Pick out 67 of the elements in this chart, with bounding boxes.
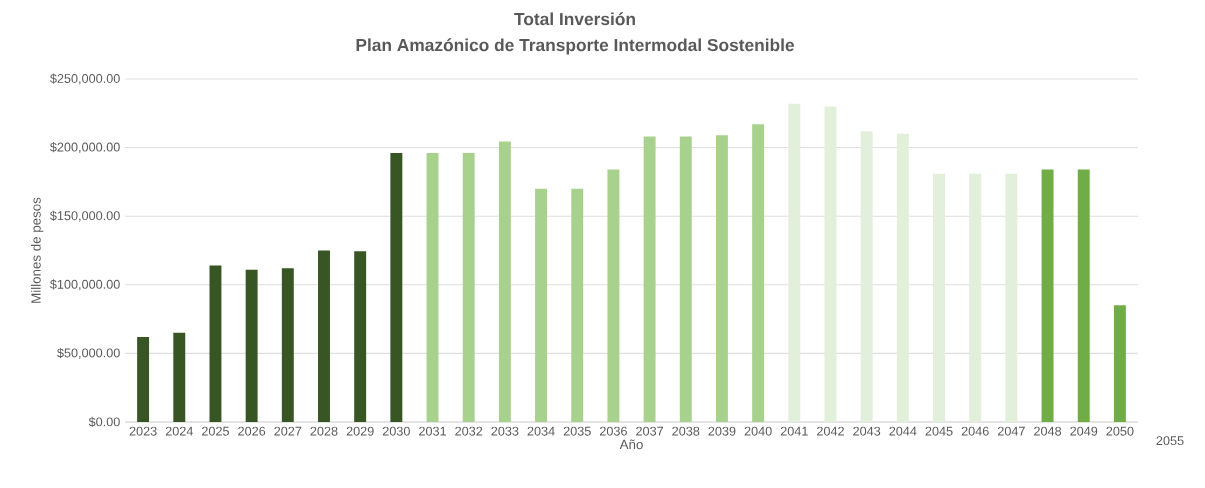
bar — [426, 153, 439, 422]
bar — [933, 173, 945, 422]
bar — [354, 251, 367, 422]
x-tick-label: 2032 — [455, 426, 483, 436]
bar — [390, 153, 403, 422]
x-tick-label: 2026 — [238, 426, 266, 436]
bar — [896, 133, 909, 422]
y-tick-label: $150,000.00 — [50, 210, 120, 222]
bar — [281, 268, 294, 422]
bar — [498, 141, 511, 422]
x-tick-label: 2029 — [346, 426, 374, 436]
x-tick-label: 2045 — [925, 426, 953, 436]
x-tick-label: 2025 — [202, 426, 230, 436]
y-tick-label: $100,000.00 — [50, 279, 120, 291]
x-tick-label: 2044 — [889, 426, 917, 436]
bar — [643, 136, 656, 422]
x-tick-label: 2023 — [129, 426, 157, 436]
x-tick-label: 2050 — [1106, 426, 1134, 436]
y-tick-label: $50,000.00 — [57, 347, 120, 359]
x-tick-label: 2041 — [780, 426, 808, 436]
y-tick-label: $0.00 — [88, 416, 120, 428]
x-tick-label: 2035 — [563, 426, 591, 436]
bar — [535, 188, 548, 422]
x-tick-label: 2048 — [1034, 426, 1062, 436]
x-tick-label: 2030 — [382, 426, 410, 436]
bar — [1077, 169, 1090, 422]
bar — [715, 135, 728, 422]
bar — [788, 103, 801, 422]
x-tick-label: 2042 — [817, 426, 844, 436]
bar — [607, 169, 620, 422]
bar — [173, 332, 186, 422]
bar — [462, 153, 475, 422]
x-tick-label: 2039 — [708, 426, 736, 436]
x-tick-label: 2046 — [961, 426, 989, 436]
bar — [209, 265, 222, 422]
bar — [824, 106, 837, 422]
x-tick-label: 2036 — [599, 426, 627, 436]
bar — [245, 269, 258, 422]
x-tick-label: 2034 — [527, 426, 555, 436]
x-tick-label: 2024 — [165, 426, 193, 436]
bar — [679, 136, 692, 422]
bar — [318, 250, 330, 422]
bar — [1113, 305, 1126, 422]
chart-title: Total Inversión — [514, 12, 635, 26]
x-tick-label: 2027 — [274, 426, 302, 436]
x-tick-label: 2037 — [636, 426, 664, 436]
x-tick-label: 2033 — [491, 426, 519, 436]
x-tick-label: 2028 — [310, 426, 338, 436]
x-tick-label: 2040 — [744, 426, 772, 436]
x-tick-label: 2043 — [853, 426, 881, 436]
y-tick-label: $200,000.00 — [50, 142, 120, 154]
y-axis-title: Millones de pesos — [30, 197, 44, 303]
bar — [969, 173, 982, 422]
x-tick-label: 2049 — [1070, 426, 1098, 436]
bar — [1041, 169, 1054, 422]
bar — [137, 336, 150, 422]
x-tick-label: 2047 — [997, 426, 1025, 436]
chart-subtitle: Plan Amazónico de Transporte Intermodal Sostenible — [356, 38, 795, 55]
y-tick-label: $250,000.00 — [50, 73, 120, 85]
bar — [571, 188, 584, 422]
x-axis-title: Año — [619, 439, 643, 450]
x-tick-label: 2038 — [672, 426, 700, 436]
bar — [1005, 173, 1018, 422]
bar — [860, 131, 873, 422]
text: 2055 — [1156, 436, 1184, 446]
bar — [752, 124, 765, 422]
x-tick-label: 2031 — [419, 426, 446, 436]
